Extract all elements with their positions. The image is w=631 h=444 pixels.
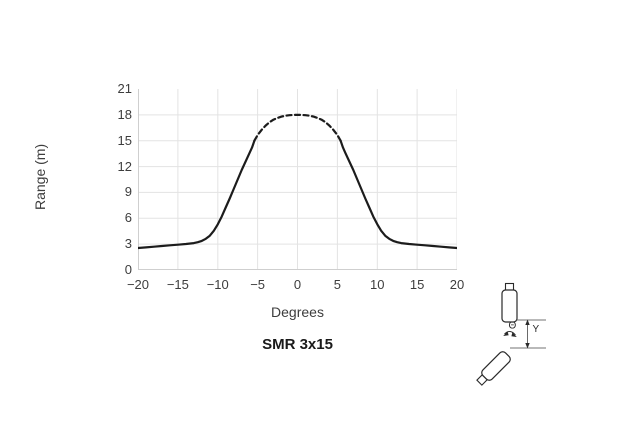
arrow-up-icon — [525, 319, 530, 325]
x-tick-label: 0 — [293, 277, 302, 292]
y-tick-label: 15 — [117, 132, 132, 148]
x-tick-label: 10 — [370, 277, 385, 292]
y-tick-label: 12 — [117, 158, 132, 174]
series-beam-range-left-solid — [138, 139, 256, 250]
plot-area — [138, 89, 457, 270]
x-tick-label: 5 — [333, 277, 341, 292]
y-tick-label: 0 — [124, 262, 132, 277]
y-axis-title: Range (m) — [32, 143, 48, 210]
sensor-tilted-body — [481, 351, 511, 381]
arrow-down-icon — [525, 343, 530, 349]
y-offset-label: Y — [533, 324, 540, 335]
y-tick-label: 9 — [124, 184, 132, 200]
series-beam-range-right-solid — [339, 139, 457, 250]
chart-title: SMR 3x15 — [262, 336, 333, 353]
x-axis-title: Degrees — [271, 304, 324, 320]
x-tick-label: −5 — [250, 277, 266, 292]
sensor-orientation-diagram: Y Θ — [476, 282, 546, 386]
x-tick-label: 20 — [449, 277, 465, 292]
theta-label: Θ — [509, 321, 517, 332]
y-tick-label: 21 — [117, 81, 132, 96]
arc-arrow-right-icon — [511, 332, 517, 337]
x-tick-label: −15 — [166, 277, 189, 292]
y-tick-label: 6 — [124, 210, 132, 226]
x-tick-label: −10 — [206, 277, 229, 292]
y-tick-label: 3 — [124, 236, 132, 252]
x-tick-label: 15 — [409, 277, 425, 292]
y-tick-label: 18 — [117, 106, 132, 122]
arc-arrow-left-icon — [503, 331, 509, 336]
sensor-vertical-body — [501, 289, 518, 323]
series-beam-range-center-dashed — [253, 113, 342, 142]
x-tick-label: −20 — [126, 277, 150, 292]
angle-arc — [504, 331, 516, 336]
sensor-tilted — [476, 351, 511, 386]
